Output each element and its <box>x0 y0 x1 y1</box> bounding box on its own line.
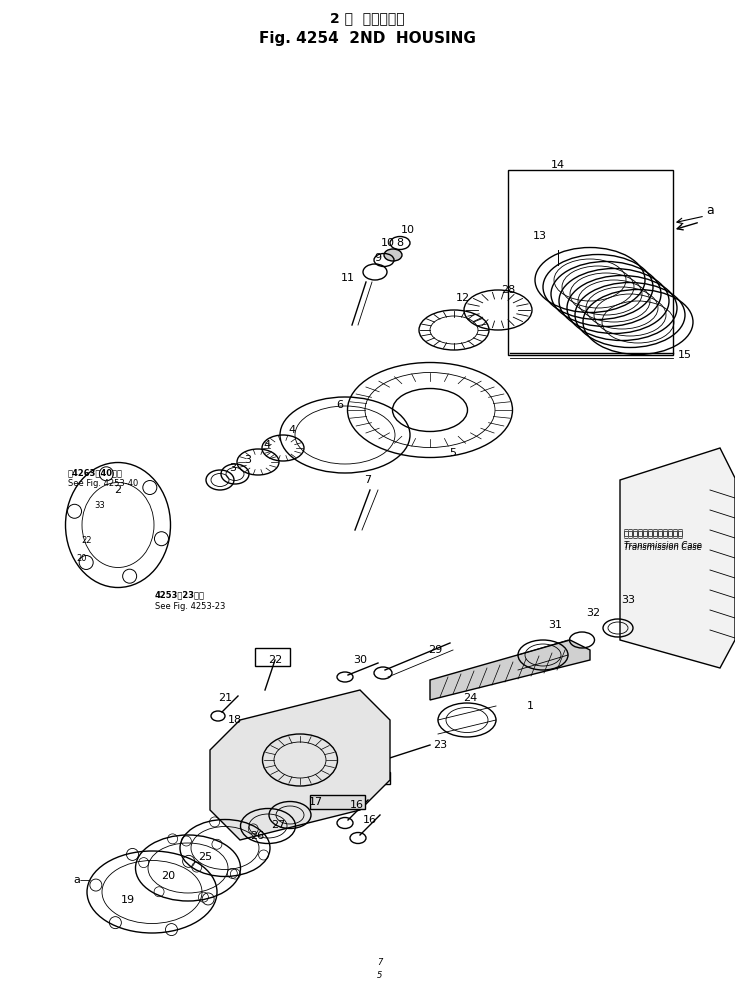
Text: 14: 14 <box>551 160 565 170</box>
Text: トランスミッションケース: トランスミッションケース <box>624 530 684 539</box>
Text: 27: 27 <box>271 820 285 830</box>
Text: 24: 24 <box>463 693 477 703</box>
Text: 21: 21 <box>218 693 232 703</box>
Text: 13: 13 <box>533 231 547 241</box>
Text: 30: 30 <box>353 655 367 665</box>
Text: 15: 15 <box>678 350 692 360</box>
Text: 16: 16 <box>350 800 364 810</box>
Text: Fig. 4254  2ND  HOUSING: Fig. 4254 2ND HOUSING <box>259 31 476 46</box>
Text: 33: 33 <box>621 595 635 605</box>
Text: 17: 17 <box>309 797 323 807</box>
Text: 31: 31 <box>548 620 562 630</box>
Bar <box>255 648 290 666</box>
Text: 22: 22 <box>82 535 93 544</box>
Ellipse shape <box>384 249 402 261</box>
Text: 3: 3 <box>229 463 237 473</box>
Text: 25: 25 <box>198 852 212 862</box>
Text: 7: 7 <box>365 475 372 485</box>
Text: 32: 32 <box>586 608 600 618</box>
Text: 18: 18 <box>228 715 242 725</box>
Text: 20: 20 <box>76 553 87 562</box>
Text: Transmission Case: Transmission Case <box>624 540 702 549</box>
Text: 10: 10 <box>381 238 395 248</box>
Polygon shape <box>430 640 590 700</box>
Text: 4: 4 <box>263 440 270 450</box>
Text: a—: a— <box>73 875 91 885</box>
Text: 19: 19 <box>121 895 135 905</box>
Text: 28: 28 <box>501 285 515 295</box>
Text: See Fig. 4253-40: See Fig. 4253-40 <box>68 479 138 488</box>
Text: a: a <box>706 203 714 216</box>
Text: 11: 11 <box>341 273 355 283</box>
Text: Transmission Case: Transmission Case <box>624 542 702 551</box>
Text: 33: 33 <box>95 500 105 509</box>
Bar <box>508 170 673 355</box>
Text: 26: 26 <box>250 831 264 841</box>
Text: 5: 5 <box>450 448 456 458</box>
Bar <box>310 795 365 809</box>
Bar <box>340 772 390 784</box>
Text: 第4263図40参照: 第4263図40参照 <box>68 469 123 478</box>
Text: 5: 5 <box>377 970 383 979</box>
Polygon shape <box>620 448 735 668</box>
Text: 2: 2 <box>115 485 121 495</box>
Text: 3: 3 <box>245 455 251 465</box>
Text: 8: 8 <box>396 238 404 248</box>
Text: 29: 29 <box>428 645 442 655</box>
Text: 20: 20 <box>161 871 175 881</box>
Text: 4: 4 <box>288 425 295 435</box>
Polygon shape <box>210 690 390 840</box>
Text: 7: 7 <box>377 957 383 966</box>
Text: 23: 23 <box>433 740 447 750</box>
Text: 6: 6 <box>337 400 343 410</box>
Text: 9: 9 <box>374 253 381 263</box>
Text: 10: 10 <box>401 225 415 235</box>
Text: トランスミッションケース: トランスミッションケース <box>624 528 684 537</box>
Text: 1: 1 <box>526 701 534 711</box>
Text: See Fig. 4253-23: See Fig. 4253-23 <box>155 601 226 610</box>
Text: 12: 12 <box>456 293 470 303</box>
Text: 22: 22 <box>268 655 282 665</box>
Text: 4253図23参照: 4253図23参照 <box>155 590 205 599</box>
Text: 16: 16 <box>363 815 377 825</box>
Text: 2 速  ハウジング: 2 速 ハウジング <box>330 11 404 25</box>
